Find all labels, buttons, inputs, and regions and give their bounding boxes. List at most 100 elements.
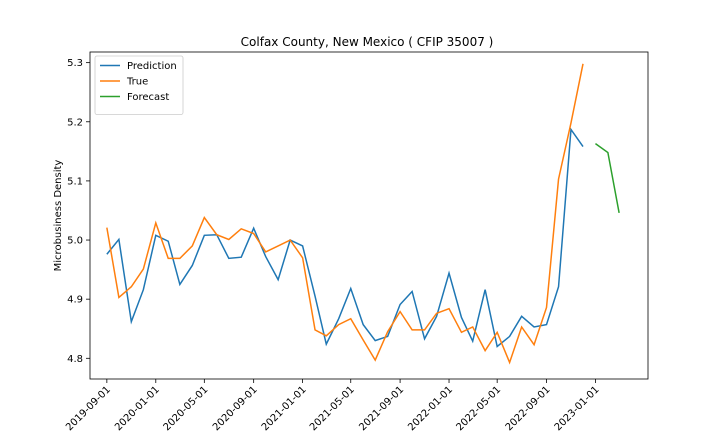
y-tick-label: 5.3 (67, 58, 83, 69)
data-point-prediction (484, 289, 486, 291)
data-point-true (167, 257, 169, 259)
data-point-true (265, 251, 267, 253)
data-point-prediction (191, 264, 193, 266)
data-point-true (374, 359, 376, 361)
data-point-prediction (496, 345, 498, 347)
data-point-true (240, 228, 242, 230)
data-point-true (142, 268, 144, 270)
data-point-true (325, 335, 327, 337)
data-point-prediction (106, 253, 108, 255)
data-point-true (533, 344, 535, 346)
y-tick-label: 5.1 (67, 176, 83, 187)
legend-label: Forecast (127, 92, 169, 103)
x-tick-label: 2023-01-01 (553, 384, 602, 432)
data-point-forecast (618, 212, 620, 214)
data-point-prediction (508, 335, 510, 337)
data-point-prediction (533, 326, 535, 328)
data-point-prediction (142, 289, 144, 291)
data-point-true (252, 232, 254, 234)
data-point-true (508, 361, 510, 363)
data-point-true (484, 349, 486, 351)
data-point-prediction (386, 335, 388, 337)
series-line-prediction (106, 127, 584, 348)
data-point-true (314, 329, 316, 331)
data-point-forecast (594, 142, 596, 144)
x-tick-label: 2022-05-01 (454, 384, 503, 432)
data-point-prediction (240, 256, 242, 258)
data-point-prediction (423, 338, 425, 340)
data-point-true (130, 286, 132, 288)
y-tick-label: 4.9 (67, 295, 83, 306)
data-point-prediction (301, 245, 303, 247)
x-tick-label: 2021-01-01 (260, 384, 309, 432)
x-tick-label: 2022-01-01 (406, 384, 455, 432)
data-point-true (472, 326, 474, 328)
data-point-true (399, 310, 401, 312)
data-point-prediction (130, 320, 132, 322)
y-axis-label: Microbusiness Density (53, 160, 64, 272)
x-tick-label: 2019-09-01 (64, 384, 113, 432)
axes-frame (89, 51, 649, 380)
data-point-true (350, 317, 352, 319)
x-tick-label: 2020-05-01 (162, 384, 211, 432)
data-point-true (289, 239, 291, 241)
data-point-true (448, 307, 450, 309)
data-point-true (362, 339, 364, 341)
data-point-true (496, 331, 498, 333)
legend: Prediction True Forecast (94, 55, 184, 115)
data-point-prediction (411, 290, 413, 292)
legend-label: Prediction (127, 61, 177, 72)
data-point-prediction (203, 234, 205, 236)
data-point-true (460, 331, 462, 333)
x-tick-label: 2020-09-01 (211, 384, 260, 432)
data-point-prediction (399, 303, 401, 305)
x-tick-label: 2020-01-01 (113, 384, 162, 432)
legend-label: True (126, 77, 148, 88)
data-point-true (386, 330, 388, 332)
data-point-true (557, 178, 559, 180)
data-point-true (545, 306, 547, 308)
data-point-prediction (265, 255, 267, 257)
legend-box (94, 55, 184, 115)
data-point-true (520, 326, 522, 328)
y-tick-label: 4.8 (67, 354, 83, 365)
data-point-prediction (338, 317, 340, 319)
data-point-prediction (228, 257, 230, 259)
data-point-true (203, 216, 205, 218)
data-point-true (228, 238, 230, 240)
data-point-prediction (362, 323, 364, 325)
data-point-prediction (472, 340, 474, 342)
data-point-prediction (520, 315, 522, 317)
x-tick-label: 2021-05-01 (308, 384, 357, 432)
data-point-true (582, 63, 584, 65)
data-point-prediction (252, 227, 254, 229)
data-point-prediction (314, 295, 316, 297)
x-axis: 2019-09-01 2020-01-01 2020-05-01 2020-09-01… (64, 379, 602, 432)
data-point-true (118, 296, 120, 298)
y-axis: 4.8 4.9 5.0 5.1 5.2 5.3 (67, 58, 90, 365)
data-point-prediction (350, 287, 352, 289)
series-line-forecast (595, 143, 620, 213)
data-point-prediction (582, 145, 584, 147)
data-point-prediction (277, 278, 279, 280)
data-point-prediction (155, 234, 157, 236)
data-point-true (301, 257, 303, 259)
data-point-prediction (545, 323, 547, 325)
plot-area (106, 63, 620, 365)
data-point-prediction (374, 339, 376, 341)
x-tick-label: 2021-09-01 (357, 384, 406, 432)
data-point-prediction (118, 238, 120, 240)
data-point-true (338, 323, 340, 325)
data-point-forecast (607, 151, 609, 153)
chart-title: Colfax County, New Mexico ( CFIP 35007 ) (241, 35, 494, 49)
data-point-true (411, 329, 413, 331)
series-line-true (106, 63, 584, 365)
data-point-true (179, 257, 181, 259)
data-point-true (277, 245, 279, 247)
data-point-prediction (179, 283, 181, 285)
data-point-true (155, 222, 157, 224)
data-point-true (435, 312, 437, 314)
data-point-true (216, 234, 218, 236)
y-tick-label: 5.2 (67, 117, 83, 128)
